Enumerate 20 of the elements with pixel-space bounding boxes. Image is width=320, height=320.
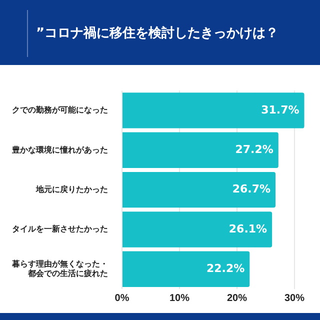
y-tick-label: クでの勤務が可能になった: [12, 106, 108, 115]
data-label: 26.7%: [232, 182, 271, 196]
bar: [122, 132, 278, 168]
data-label: 27.2%: [235, 142, 274, 156]
data-label: 26.1%: [228, 222, 268, 236]
x-tick-label: 30%: [284, 292, 305, 304]
data-label: 31.7%: [261, 103, 300, 116]
chart-title: ”コロナ禍に移住を検討したきっかけは？: [36, 24, 279, 42]
data-label: 22.2%: [206, 262, 245, 276]
x-tick-label: 10%: [169, 292, 190, 304]
bar: [122, 172, 276, 208]
y-tick-label: 暮らす理由が無くなった・都会での生活に疲れた: [11, 260, 108, 278]
y-tick-label: 豊かな環境に憧れがあった: [11, 144, 108, 154]
bar: [122, 251, 250, 288]
bar: [122, 92, 304, 128]
x-tick-label: 0%: [114, 292, 130, 304]
bar: [122, 212, 272, 248]
x-tick-label: 20%: [226, 292, 248, 304]
y-tick-label: 地元に戻りたかった: [35, 185, 108, 194]
y-tick-label: タイルを一新させたかった: [12, 224, 108, 234]
